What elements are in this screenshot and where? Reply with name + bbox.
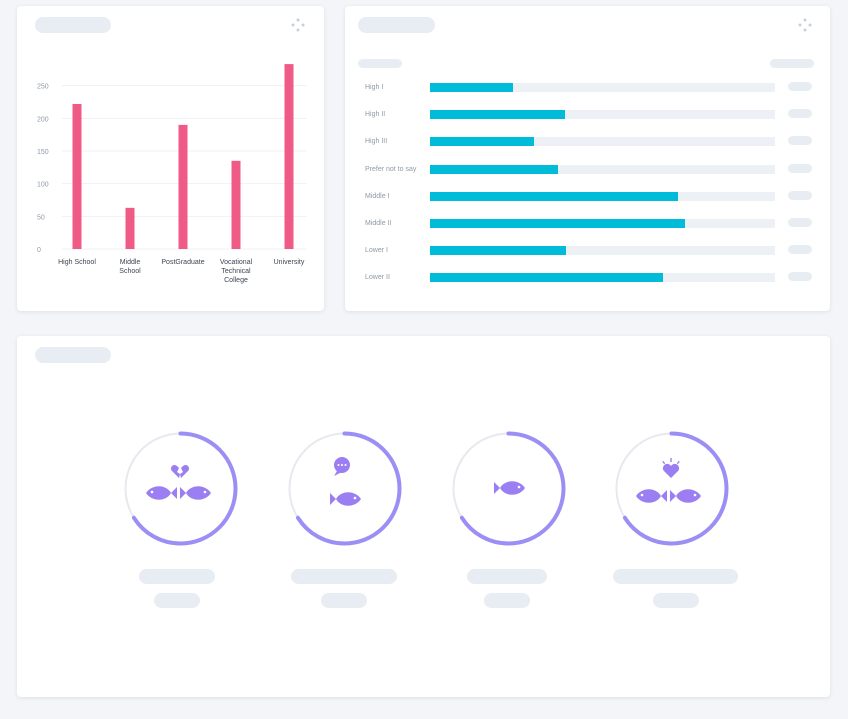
bar-track (430, 83, 775, 92)
header-placeholder-left (358, 59, 402, 68)
row-label: Lower I (365, 247, 388, 255)
y-tick-label: 0 (37, 247, 41, 254)
y-tick-label: 150 (37, 149, 49, 156)
gauge-2 (287, 431, 402, 546)
bar[interactable] (430, 83, 513, 92)
y-tick-label: 250 (37, 84, 49, 91)
x-tick-label: Technical (221, 268, 251, 275)
bar[interactable] (430, 110, 565, 120)
broken-heart-fish-pair-icon (146, 464, 211, 500)
value-placeholder (788, 136, 812, 146)
gauge-value-placeholder (321, 593, 367, 608)
bar-track (430, 110, 775, 120)
bar[interactable] (430, 219, 686, 228)
x-tick-label: School (119, 268, 141, 275)
fish-icon (494, 481, 525, 495)
bar[interactable] (430, 191, 679, 201)
value-placeholder (788, 218, 812, 227)
header-placeholder-right (770, 59, 814, 68)
row-label: High I (365, 84, 384, 91)
value-placeholder (788, 245, 812, 255)
bar-chart: 0 50 100 150 200 250 High School Middle School Po… (37, 64, 307, 284)
bar[interactable] (430, 246, 567, 256)
row-label: High III (365, 138, 388, 146)
row-label: High II (365, 111, 386, 119)
card-title-placeholder (358, 17, 435, 33)
row-label: Lower II (365, 274, 390, 282)
bar[interactable] (72, 103, 82, 250)
drag-handle-icon[interactable] (798, 18, 812, 32)
row-label: Middle I (365, 192, 390, 200)
x-tick-label: Vocational (220, 259, 253, 266)
bar-track (430, 137, 775, 147)
gauge-1 (123, 431, 238, 546)
row-label: Middle II (365, 220, 392, 227)
x-tick-label: PostGraduate (161, 259, 204, 266)
bar-track (430, 246, 775, 256)
gauge-value-placeholder (653, 593, 699, 608)
bar-track (430, 191, 775, 201)
y-tick-label: 200 (37, 116, 49, 123)
bar[interactable] (284, 64, 294, 250)
value-placeholder (788, 163, 812, 173)
card-title-placeholder (35, 17, 111, 33)
speech-bubble-fish-icon (330, 457, 361, 506)
x-tick-label: University (274, 259, 305, 266)
level-bar-chart-card: High I High II High III Prefer not to say Mi… (345, 6, 830, 311)
bar[interactable] (125, 207, 135, 249)
value-placeholder (788, 272, 812, 282)
bar[interactable] (430, 137, 534, 147)
y-tick-label: 100 (37, 182, 49, 189)
gauge-value-placeholder (484, 593, 530, 608)
x-tick-label: High School (58, 259, 96, 266)
row-label: Prefer not to say (365, 165, 417, 173)
x-tick-label: College (224, 277, 248, 284)
heart-fish-pair-icon (636, 458, 701, 503)
bar[interactable] (430, 273, 663, 283)
bar[interactable] (231, 160, 241, 249)
value-placeholder (788, 82, 812, 91)
value-placeholder (788, 109, 812, 119)
bar-track (430, 273, 775, 283)
y-tick-label: 50 (37, 214, 45, 221)
gauge-label-placeholder (291, 569, 397, 584)
bar-track (430, 164, 775, 174)
gauge-3 (451, 431, 566, 546)
x-tick-label: Middle (120, 259, 141, 266)
bar[interactable] (178, 124, 188, 249)
gauge-label-placeholder (467, 569, 547, 584)
gauge-label-placeholder (613, 569, 738, 584)
drag-handle-icon[interactable] (291, 18, 305, 32)
gauge-value-placeholder (154, 593, 200, 608)
education-bar-chart-card: 0 50 100 150 200 250 High School Middle School Po… (17, 6, 324, 311)
fish-gauges-card (17, 336, 830, 697)
value-placeholder (788, 190, 812, 200)
bar[interactable] (430, 164, 558, 174)
bar-track (430, 219, 775, 228)
gauge-4 (614, 431, 729, 546)
gauge-label-placeholder (139, 569, 215, 584)
card-title-placeholder (35, 347, 111, 363)
